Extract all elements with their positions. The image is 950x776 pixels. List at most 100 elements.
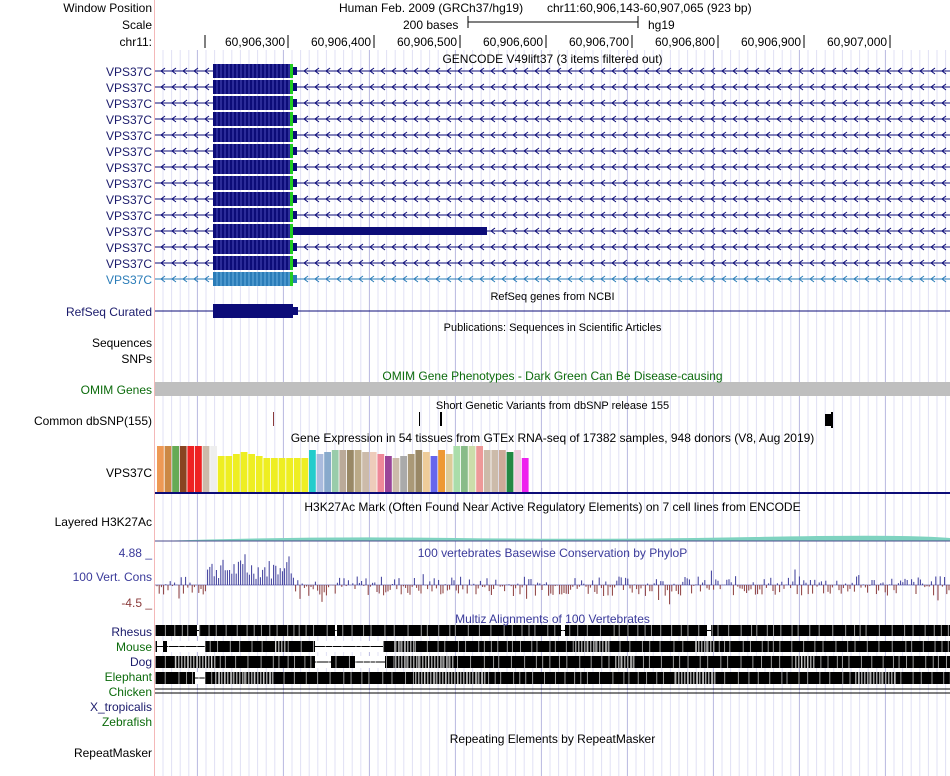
utr-block: [293, 211, 297, 219]
strand-arrow: [655, 243, 661, 251]
alignment-mismatch: [621, 656, 623, 668]
strand-arrow: [842, 195, 848, 203]
strand-arrow: [655, 275, 661, 283]
alignment-tick: [627, 625, 629, 636]
alignment-tick: [761, 656, 763, 668]
gencode-item-label[interactable]: VPS37C: [105, 257, 152, 271]
strand-arrow: [424, 195, 430, 203]
strand-arrow: [479, 259, 485, 267]
gencode-item-label[interactable]: VPS37C: [105, 225, 152, 239]
multiz-species-label[interactable]: Elephant: [104, 670, 152, 684]
gencode-item-label[interactable]: VPS37C: [105, 113, 152, 127]
strand-arrow: [864, 227, 870, 235]
strand-arrow: [787, 99, 793, 107]
multiz-species-label[interactable]: Dog: [129, 655, 152, 669]
alignment-tick: [729, 641, 731, 652]
multiz-species-label[interactable]: X_tropicalis: [89, 700, 152, 714]
strand-arrow: [897, 99, 903, 107]
strand-arrow: [941, 131, 947, 139]
alignment-mismatch: [449, 656, 451, 668]
alignment-mismatch: [876, 672, 878, 684]
cds-start-mark: [290, 208, 293, 222]
alignment-mismatch: [199, 656, 201, 668]
omim-track-label[interactable]: OMIM Genes: [80, 383, 152, 397]
strand-arrow: [864, 211, 870, 219]
gencode-item-label[interactable]: VPS37C: [105, 145, 152, 159]
alignment-tick: [196, 641, 198, 652]
phylop-track-label[interactable]: 100 Vert. Cons: [72, 570, 152, 584]
gencode-item-label[interactable]: VPS37C: [105, 65, 152, 79]
strand-arrow: [578, 67, 584, 75]
gencode-item-label[interactable]: VPS37C: [105, 241, 152, 255]
strand-arrow: [831, 259, 837, 267]
utr-block: [293, 131, 297, 139]
strand-arrow: [611, 259, 617, 267]
strand-arrow: [435, 195, 441, 203]
alignment-tick: [253, 625, 255, 636]
gencode-item-label[interactable]: VPS37C: [105, 97, 152, 111]
strand-arrow: [864, 131, 870, 139]
strand-arrow: [655, 131, 661, 139]
alignment-tick: [586, 672, 588, 684]
alignment-mismatch: [427, 672, 429, 684]
multiz-species-label[interactable]: Mouse: [115, 640, 152, 654]
alignment-block: [155, 625, 950, 636]
alignment-mismatch: [460, 672, 462, 684]
gencode-item-label[interactable]: VPS37C: [105, 129, 152, 143]
strand-arrow: [325, 259, 331, 267]
refseq-track-label[interactable]: RefSeq Curated: [65, 305, 152, 319]
alignment-tick: [912, 672, 914, 684]
alignment-tick: [943, 672, 945, 684]
gencode-item-label[interactable]: VPS37C: [105, 161, 152, 175]
strand-arrow: [941, 227, 947, 235]
strand-arrow: [380, 195, 386, 203]
alignment-tick: [478, 625, 480, 636]
gencode-item-label[interactable]: VPS37C: [105, 193, 152, 207]
alignment-mismatch: [187, 656, 189, 668]
alignment-tick: [525, 672, 527, 684]
strand-arrow: [765, 147, 771, 155]
strand-arrow: [798, 179, 804, 187]
sequences-track-label[interactable]: Sequences: [91, 336, 152, 350]
alignment-tick: [393, 625, 395, 636]
strand-arrow: [732, 67, 738, 75]
tracks-canvas[interactable]: [155, 0, 950, 776]
strand-arrow: [402, 131, 408, 139]
alignment-tick: [912, 625, 914, 636]
repeatmasker-track-label[interactable]: RepeatMasker: [73, 746, 152, 760]
gencode-item-label[interactable]: VPS37C: [105, 81, 152, 95]
genome-browser-image[interactable]: Human Feb. 2009 (GRCh37/hg19) chr11:60,9…: [155, 0, 950, 776]
alignment-tick: [369, 656, 371, 668]
multiz-species-label[interactable]: Rhesus: [111, 625, 152, 639]
multiz-species-label[interactable]: Zebrafish: [101, 715, 152, 729]
alignment-tick: [779, 656, 781, 668]
strand-arrow: [204, 115, 210, 123]
strand-arrow: [842, 115, 848, 123]
strand-arrow: [633, 131, 639, 139]
strand-arrow: [666, 211, 672, 219]
strand-arrow: [479, 179, 485, 187]
strand-arrow: [413, 115, 419, 123]
gtex-track-label[interactable]: VPS37C: [105, 466, 152, 480]
cds-start-mark: [290, 128, 293, 142]
ruler-tick-label: 60,906,600: [483, 35, 544, 49]
alignment-tick: [865, 625, 867, 636]
alignment-mismatch: [284, 641, 286, 652]
strand-arrow: [413, 83, 419, 91]
strand-arrow: [941, 275, 947, 283]
strand-arrow: [182, 227, 188, 235]
strand-arrow: [787, 243, 793, 251]
gencode-item-label[interactable]: VPS37C: [105, 273, 152, 287]
strand-arrow: [611, 67, 617, 75]
gencode-item-label[interactable]: VPS37C: [105, 209, 152, 223]
alignment-tick: [434, 672, 436, 684]
alignment-tick: [199, 625, 201, 636]
h3k27ac-track-label[interactable]: Layered H3K27Ac: [54, 515, 152, 529]
alignment-tick: [178, 672, 180, 684]
multiz-species-label[interactable]: Chicken: [108, 685, 152, 699]
alignment-tick: [866, 641, 868, 652]
dbsnp-track-label[interactable]: Common dbSNP(155): [33, 414, 152, 428]
strand-arrow: [303, 115, 309, 123]
snps-track-label[interactable]: SNPs: [121, 352, 152, 366]
gencode-item-label[interactable]: VPS37C: [105, 177, 152, 191]
